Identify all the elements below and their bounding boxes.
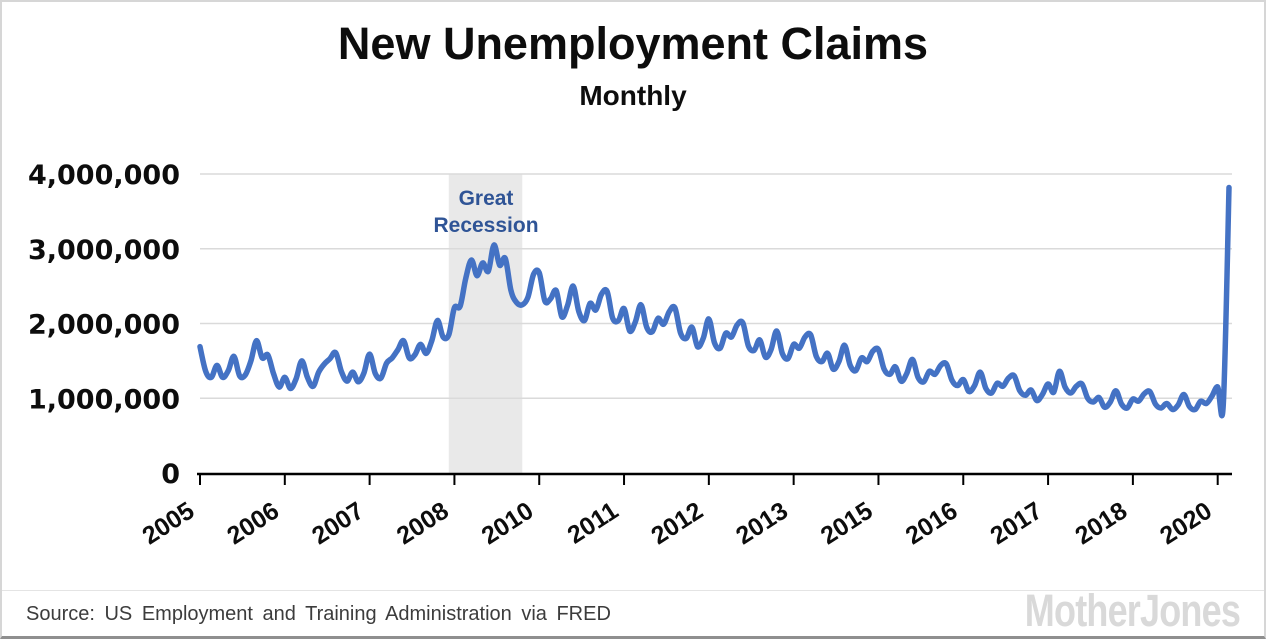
chart-subtitle: Monthly bbox=[579, 80, 687, 111]
x-axis-year-label: 2007 bbox=[307, 497, 369, 551]
y-axis-tick-label: 4,000,000 bbox=[28, 160, 180, 191]
x-axis-year-label: 2008 bbox=[392, 497, 454, 551]
recession-annotation-label: Great Recession bbox=[433, 187, 539, 237]
y-axis-tick-label: 2,000,000 bbox=[28, 310, 180, 341]
x-axis-year-label: 2010 bbox=[477, 497, 539, 551]
mother-jones-logo: MotherJones bbox=[1024, 585, 1241, 636]
x-axis-year-label: 2018 bbox=[1070, 497, 1132, 551]
x-axis-year-label: 2011 bbox=[563, 497, 624, 550]
claims-line-series bbox=[197, 184, 1232, 419]
y-axis-tick-label: 0 bbox=[161, 459, 180, 490]
unemployment-claims-line-chart: 0 1,000,000 2,000,000 3,000,000 4,000,000 200… bbox=[28, 160, 1232, 551]
source-text: Source: US Employment and Training Admin… bbox=[26, 603, 611, 625]
y-axis-tick-label: 3,000,000 bbox=[28, 235, 180, 266]
x-axis-year-label: 2020 bbox=[1155, 497, 1217, 551]
footer-divider bbox=[2, 590, 1264, 591]
x-axis-year-label: 2012 bbox=[646, 497, 708, 551]
x-axis-year-label: 2016 bbox=[901, 497, 963, 551]
x-axis-year-label: 2006 bbox=[222, 497, 284, 551]
y-axis-tick-label: 1,000,000 bbox=[28, 384, 180, 415]
x-axis-year-label: 2017 bbox=[985, 497, 1047, 551]
x-axis-year-label: 2005 bbox=[137, 497, 199, 551]
x-axis-year-label: 2015 bbox=[816, 497, 878, 551]
x-axis-year-label: 2013 bbox=[731, 497, 793, 551]
chart-title: New Unemployment Claims bbox=[337, 18, 929, 69]
